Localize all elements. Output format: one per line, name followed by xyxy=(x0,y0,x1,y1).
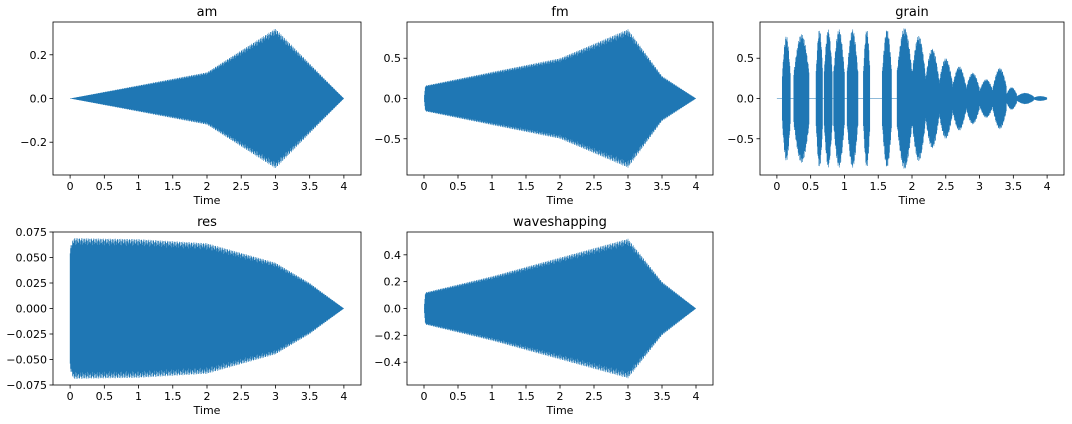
x-tick-label: 2 xyxy=(204,390,211,403)
y-tick-label: −0.5 xyxy=(727,133,754,146)
waveform-am xyxy=(70,28,345,169)
y-tick-label: −0.2 xyxy=(374,329,401,342)
x-tick-label: 4 xyxy=(340,390,347,403)
x-axis-label: Time xyxy=(546,194,574,207)
y-tick-label: 0.0 xyxy=(737,93,755,106)
x-tick-label: 4 xyxy=(1044,180,1051,193)
subplot-waveshapping: 0 0.5 1 1.5 2 2.5 3 3.5 4 −0.4 −0.2 0.0 0.2 0.4 wavesh… xyxy=(374,215,714,417)
x-axis-label: Time xyxy=(546,404,574,417)
x-tick-label: 4 xyxy=(693,390,700,403)
y-tick-label: −0.075 xyxy=(6,379,47,392)
y-tick-label: −0.5 xyxy=(374,133,401,146)
y-tick-label: 0.0 xyxy=(30,93,48,106)
x-tick-label: 2 xyxy=(557,180,564,193)
y-tick-label: −0.4 xyxy=(374,356,401,369)
y-tick-label: 0.0 xyxy=(384,93,402,106)
y-tick-label: 0.0 xyxy=(384,303,402,316)
x-tick-label: 0.5 xyxy=(96,180,114,193)
subplot-title: grain xyxy=(895,5,928,20)
waveform-trace xyxy=(70,28,345,169)
x-tick-label: 1 xyxy=(489,180,496,193)
x-tick-label: 1 xyxy=(135,180,142,193)
y-tick-label: 0.050 xyxy=(16,252,48,265)
x-tick-label: 4 xyxy=(693,180,700,193)
waveform-waveshapping xyxy=(424,238,696,379)
x-tick-label: 3.5 xyxy=(653,180,671,193)
subplot-grain: 0 0.5 1 1.5 2 2.5 3 3.5 4 −0.5 0.0 0.5 grain Time xyxy=(727,5,1065,207)
x-tick-label: 0.5 xyxy=(449,390,467,403)
x-tick-label: 0 xyxy=(773,180,780,193)
x-tick-label: 0 xyxy=(421,180,428,193)
x-tick-label: 2.5 xyxy=(585,390,603,403)
x-tick-label: 0.5 xyxy=(449,180,467,193)
x-tick-label: 1.5 xyxy=(164,390,182,403)
x-tick-label: 3 xyxy=(272,180,279,193)
subplot-title: res xyxy=(197,215,217,230)
y-tick-label: −0.025 xyxy=(6,328,47,341)
x-tick-label: 1.5 xyxy=(517,390,535,403)
x-tick-label: 1 xyxy=(841,180,848,193)
x-tick-label: 1.5 xyxy=(517,180,535,193)
x-tick-label: 3 xyxy=(625,390,632,403)
x-tick-label: 3 xyxy=(272,390,279,403)
y-tick-label: 0.2 xyxy=(30,49,48,62)
x-tick-label: 0.5 xyxy=(802,180,820,193)
x-axis-label: Time xyxy=(193,404,221,417)
y-tick-label: 0.2 xyxy=(384,276,402,289)
waveform-trace xyxy=(776,28,1048,169)
y-tick-label: 0.5 xyxy=(737,52,755,65)
x-axis-label: Time xyxy=(193,194,221,207)
y-tick-label: 0.4 xyxy=(384,249,402,262)
subplot-title: fm xyxy=(551,5,568,20)
x-tick-label: 3.5 xyxy=(1005,180,1023,193)
y-tick-label: 0.5 xyxy=(384,52,402,65)
waveform-trace xyxy=(424,29,696,168)
waveform-trace xyxy=(424,238,696,379)
x-tick-label: 2 xyxy=(204,180,211,193)
x-tick-label: 4 xyxy=(340,180,347,193)
subplot-title: waveshapping xyxy=(513,215,607,230)
x-tick-label: 0 xyxy=(67,180,74,193)
y-tick-label: 0.075 xyxy=(16,226,48,239)
subplot-res: 0 0.5 1 1.5 2 2.5 3 3.5 4 −0.075 −0.050 −0.025 0.000… xyxy=(6,215,362,417)
x-tick-label: 3.5 xyxy=(301,180,319,193)
x-tick-label: 1 xyxy=(489,390,496,403)
subplot-title: am xyxy=(197,5,218,20)
x-tick-label: 3 xyxy=(976,180,983,193)
x-tick-label: 2 xyxy=(557,390,564,403)
x-tick-label: 1 xyxy=(135,390,142,403)
x-tick-label: 1.5 xyxy=(869,180,887,193)
y-tick-label: 0.000 xyxy=(16,303,48,316)
x-tick-label: 2 xyxy=(909,180,916,193)
y-tick-label: 0.025 xyxy=(16,277,48,290)
subplot-fm: 0 0.5 1 1.5 2 2.5 3 3.5 4 −0.5 0.0 0.5 fm Time xyxy=(374,5,714,207)
subplot-am: 0 0.5 1 1.5 2 2.5 3 3.5 4 −0.2 0.0 0.2 am Time xyxy=(20,5,362,207)
x-tick-label: 2.5 xyxy=(232,390,250,403)
y-tick-label: −0.2 xyxy=(20,136,47,149)
y-tick-label: −0.050 xyxy=(6,354,47,367)
x-tick-label: 0.5 xyxy=(96,390,114,403)
x-tick-label: 2.5 xyxy=(937,180,955,193)
x-tick-label: 3 xyxy=(625,180,632,193)
waveform-res xyxy=(69,238,345,379)
x-tick-label: 0 xyxy=(421,390,428,403)
x-tick-label: 1.5 xyxy=(164,180,182,193)
x-tick-label: 3.5 xyxy=(653,390,671,403)
x-tick-label: 2.5 xyxy=(585,180,603,193)
waveform-fm xyxy=(424,29,696,168)
waveform-grain xyxy=(776,28,1048,169)
x-tick-label: 3.5 xyxy=(301,390,319,403)
x-axis-label: Time xyxy=(898,194,926,207)
waveform-trace xyxy=(69,238,345,379)
x-tick-label: 2.5 xyxy=(232,180,250,193)
x-tick-label: 0 xyxy=(67,390,74,403)
